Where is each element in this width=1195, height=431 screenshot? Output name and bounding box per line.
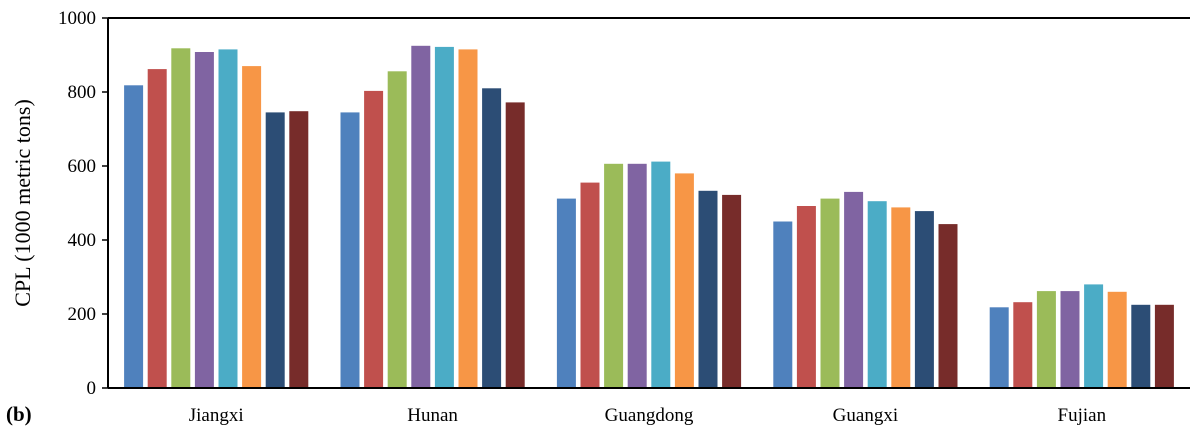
y-tick-label: 0 <box>87 378 97 399</box>
bar-guangdong-series-4 <box>627 163 647 388</box>
bar-fujian-series-8 <box>1154 304 1174 389</box>
bar-hunan-series-5 <box>434 46 454 389</box>
bar-guangxi-series-5 <box>867 201 887 388</box>
x-tick-label-guangdong: Guangdong <box>605 405 694 426</box>
bar-guangxi-series-6 <box>891 207 911 388</box>
x-tick-labels-group: Jiangxi Hunan Guangdong Guangxi Fujian <box>189 405 1107 426</box>
bar-guangxi-series-4 <box>844 191 864 388</box>
bar-fujian-series-3 <box>1036 291 1056 388</box>
panel-label: (b) <box>6 402 32 426</box>
bar-guangdong-series-2 <box>580 182 600 388</box>
bar-fujian-series-4 <box>1060 291 1080 388</box>
bar-hunan-series-4 <box>411 45 431 389</box>
bar-fujian-series-1 <box>989 307 1009 388</box>
bar-jiangxi-series-4 <box>194 52 214 388</box>
bar-fujian-series-7 <box>1131 304 1151 389</box>
bars-group <box>124 45 1174 389</box>
bar-jiangxi-series-6 <box>242 66 262 388</box>
bar-hunan-series-8 <box>505 102 525 389</box>
y-tick-label: 600 <box>68 156 97 177</box>
bar-fujian-series-5 <box>1084 284 1104 388</box>
bar-guangxi-series-8 <box>938 224 958 388</box>
x-tick-label-guangxi: Guangxi <box>833 405 898 426</box>
y-ticks-group: 0 200 400 600 800 1000 <box>58 8 108 399</box>
bar-guangxi-series-7 <box>914 211 934 388</box>
bar-hunan-series-7 <box>482 88 502 389</box>
bar-hunan-series-6 <box>458 49 478 389</box>
bar-fujian-series-6 <box>1107 291 1127 388</box>
bar-jiangxi-series-2 <box>147 69 167 388</box>
bar-guangxi-series-1 <box>773 221 793 388</box>
x-tick-label-hunan: Hunan <box>407 405 458 426</box>
y-axis-title: CPL (1000 metric tons) <box>10 99 35 307</box>
bar-guangdong-series-7 <box>698 190 718 388</box>
bar-hunan-series-1 <box>340 112 360 389</box>
bar-guangdong-series-1 <box>556 198 576 388</box>
bar-fujian-series-2 <box>1013 302 1033 388</box>
x-tick-label-jiangxi: Jiangxi <box>189 405 244 426</box>
bar-jiangxi-series-5 <box>218 49 238 389</box>
bar-jiangxi-series-3 <box>171 48 191 389</box>
bar-guangxi-series-2 <box>796 206 816 388</box>
bar-guangdong-series-6 <box>674 173 694 388</box>
x-tick-label-fujian: Fujian <box>1058 405 1107 426</box>
bar-guangdong-series-8 <box>722 194 742 388</box>
y-tick-label: 1000 <box>58 8 96 29</box>
bar-hunan-series-2 <box>364 90 384 389</box>
bar-jiangxi-series-1 <box>124 85 144 389</box>
y-tick-label: 400 <box>68 230 97 251</box>
y-tick-label: 800 <box>68 82 97 103</box>
y-tick-label: 200 <box>68 304 97 325</box>
bar-jiangxi-series-8 <box>289 111 309 388</box>
axes-group <box>107 17 1190 389</box>
bar-guangxi-series-3 <box>820 198 840 388</box>
bar-jiangxi-series-7 <box>265 112 285 389</box>
bar-hunan-series-3 <box>387 71 407 389</box>
bar-guangdong-series-3 <box>604 163 624 388</box>
bar-guangdong-series-5 <box>651 161 671 388</box>
